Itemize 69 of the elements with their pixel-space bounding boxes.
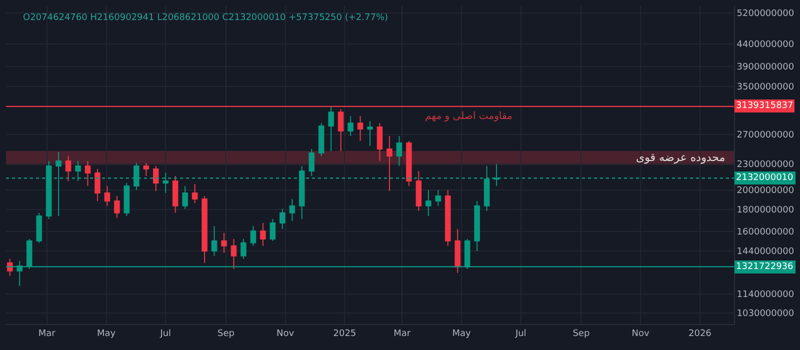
y-tick-label: 3900000000 (736, 62, 794, 72)
x-tick-label: 2025 (333, 328, 356, 339)
candlestick (114, 196, 120, 218)
candlestick (221, 232, 227, 254)
x-tick-label: Nov (632, 328, 650, 339)
x-tick-label: Mar (394, 328, 411, 339)
candlestick (124, 182, 130, 216)
candlestick (357, 116, 364, 142)
candlestick (153, 166, 159, 192)
candlestick (435, 189, 442, 206)
x-tick-label: Jul (159, 328, 172, 339)
y-tick-label: 5200000000 (736, 9, 794, 20)
candlestick (211, 226, 218, 256)
candlestick (289, 198, 296, 222)
candlestick (65, 156, 72, 182)
candlestick (406, 140, 412, 186)
x-tick-label: Sep (217, 328, 235, 339)
y-tick-label: 2000000000 (736, 186, 794, 196)
band-label: محدوده عرضه قوی (636, 151, 726, 164)
candlestick (416, 170, 422, 212)
x-tick-label: Sep (572, 328, 590, 339)
y-tick-label: 4400000000 (736, 40, 794, 50)
x-tick-label: 2026 (688, 328, 712, 339)
candlestick (454, 228, 460, 274)
x-tick-label: Jul (514, 328, 526, 339)
ref-line-label: 3139315837 (736, 101, 794, 111)
candlestick (386, 136, 392, 192)
candlestick (94, 168, 100, 202)
candlestick (36, 212, 42, 244)
y-tick-label: 1140000000 (736, 290, 794, 300)
candlestick (182, 185, 188, 210)
candlestick (367, 120, 373, 146)
candlestick (240, 238, 246, 260)
candlestick (280, 208, 286, 230)
annotation: O2074624760 H2160902941 L2068621000 C2132000010 +57375250 (+2.77%) (23, 13, 388, 23)
candlestick (376, 122, 383, 162)
candlestick (230, 238, 237, 270)
ref-line-label: 2132000010 (736, 173, 794, 183)
candlestick (348, 116, 354, 137)
candlestick (474, 200, 480, 252)
candlestick (260, 222, 266, 246)
annotation: مقاومت اصلی و مهم (425, 111, 512, 122)
candlestick (426, 189, 432, 216)
candlestick (328, 106, 334, 152)
candlestick (84, 160, 91, 186)
x-tick-label: Nov (276, 328, 295, 339)
candlestick (104, 185, 110, 206)
y-tick-label: 2300000000 (736, 160, 794, 170)
x-tick-label: May (96, 328, 116, 339)
candlestick (192, 183, 198, 204)
candlestick (250, 226, 256, 246)
y-tick-label: 2700000000 (736, 130, 794, 141)
candlestick (202, 196, 208, 264)
y-tick-label: 3500000000 (736, 82, 794, 92)
candlestick (308, 148, 314, 177)
y-tick-label: 1440000000 (736, 246, 794, 257)
x-tick-label: Mar (38, 328, 56, 339)
y-tick-label: 1030000000 (736, 309, 794, 320)
candlestick (444, 189, 451, 246)
x-tick-label: May (452, 328, 472, 339)
candlestick (172, 176, 178, 214)
ref-line-label: 1321722936 (736, 262, 794, 272)
candlestick (143, 162, 150, 177)
candlestick (396, 136, 402, 167)
candlestick (318, 122, 324, 157)
candlestick (270, 218, 276, 242)
candlestick (338, 108, 344, 152)
y-tick-label: 1600000000 (736, 227, 794, 238)
y-tick-label: 1800000000 (736, 206, 794, 216)
